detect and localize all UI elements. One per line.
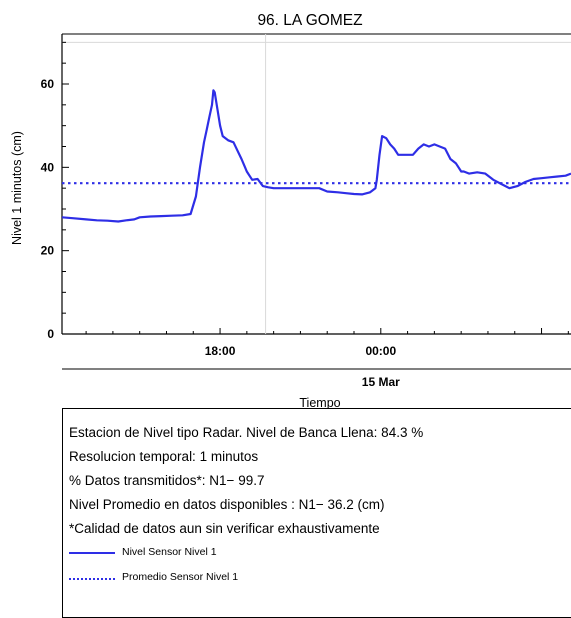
- x-tick-label: 18:00: [205, 344, 236, 358]
- y-axis-label: Nivel 1 minutos (cm): [10, 131, 24, 245]
- info-transmitted-line: % Datos transmitidos*: N1− 99.7: [69, 473, 265, 488]
- info-station-line: Estacion de Nivel tipo Radar. Nivel de B…: [69, 425, 424, 440]
- y-tick-label: 60: [41, 77, 55, 91]
- x-tick-label: 00:00: [365, 344, 396, 358]
- reference-lines: [62, 34, 571, 334]
- y-tick-label: 0: [47, 327, 54, 341]
- info-quality-note: *Calidad de datos aun sin verificar exha…: [69, 521, 380, 536]
- info-average-line: Nivel Promedio en datos disponibles : N1…: [69, 497, 385, 512]
- legend-swatch-dotted: [69, 578, 115, 580]
- legend-swatch-solid: [69, 552, 115, 554]
- series-layer: [61, 89, 571, 223]
- info-box: Estacion de Nivel tipo Radar. Nivel de B…: [62, 408, 571, 618]
- x-axis-label: Tiempo: [299, 396, 340, 408]
- y-axis: 0 20 40 60: [41, 41, 69, 341]
- date-label: 15 Mar: [362, 375, 400, 389]
- level-chart: 96. LA GOMEZ 0 20 40 60 18:00 00:00 15 Mar Ni…: [10, 12, 571, 408]
- x-axis: 18:00 00:00 15 Mar: [62, 328, 571, 389]
- chart-title: 96. LA GOMEZ: [257, 12, 362, 29]
- y-tick-label: 40: [41, 160, 55, 174]
- legend-label-average: Promedio Sensor Nivel 1: [122, 571, 239, 583]
- y-tick-label: 20: [41, 244, 55, 258]
- info-resolution-line: Resolucion temporal: 1 minutos: [69, 449, 259, 464]
- legend-label-sensor: Nivel Sensor Nivel 1: [122, 546, 217, 558]
- sensor-series-line: [61, 89, 571, 223]
